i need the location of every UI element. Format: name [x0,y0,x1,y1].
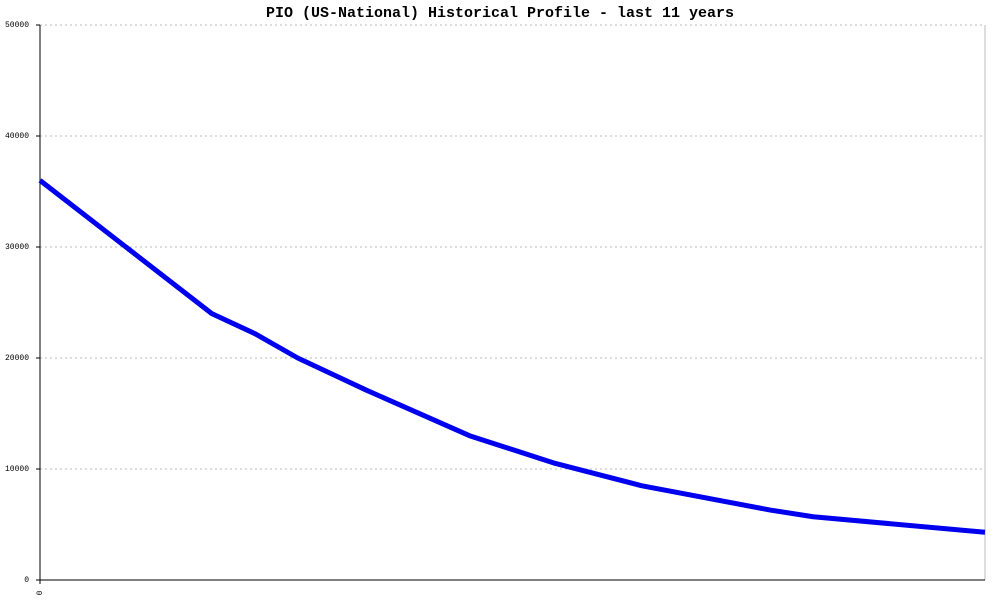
data-line [38,178,986,535]
y-tick-label: 10000 [5,465,29,474]
y-tick-label: 40000 [5,132,29,141]
y-tick-label: 0 [24,576,29,585]
x-tick-label: 0 [36,590,45,595]
y-tick-label: 50000 [5,21,29,30]
y-tick-label: 20000 [5,354,29,363]
chart-title: PIO (US-National) Historical Profile - l… [266,5,734,22]
y-tick-label: 30000 [5,243,29,252]
